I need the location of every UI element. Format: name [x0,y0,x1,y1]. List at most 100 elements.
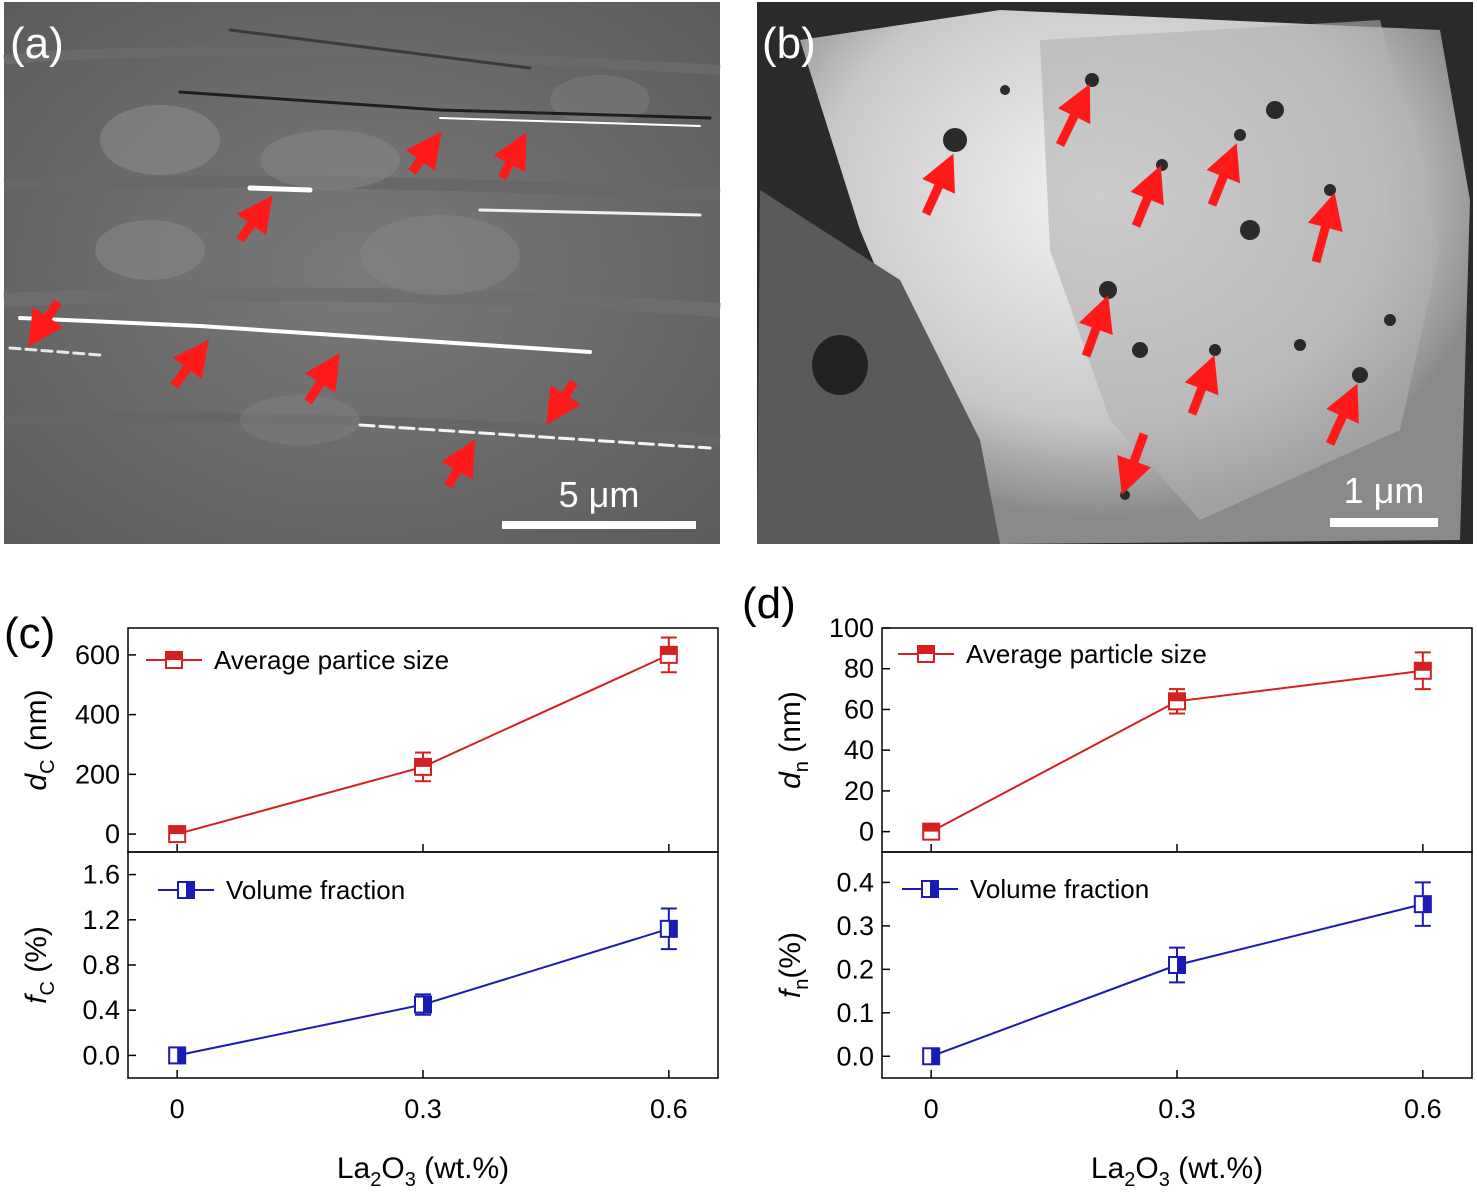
arrow-icon [170,339,209,389]
y-tick-label: 80 [844,654,874,684]
chart-c-bottom: 0.0 0.4 0.8 1.2 1.6 0 0.3 0.6 La2O3 (wt.%) fC (%)… [20,851,719,1191]
data-point-fill [423,996,431,1013]
panel-a-label: (a) [10,19,64,68]
data-point [414,995,432,1014]
scale-bar-b [1330,518,1438,527]
panel-b-label: (b) [762,19,816,68]
scale-bar-a [502,521,696,529]
y-tick-label: 1.2 [82,905,120,935]
tem-lower-left-grain [757,190,1000,544]
y-tick-label: 400 [75,700,120,730]
y-axis-title: dC (nm) [20,689,59,790]
arrow-icon [1130,165,1164,228]
y-tick-label: 20 [844,776,874,806]
x-tick-label: 0.6 [1404,1094,1442,1124]
legend-marker-fill [918,646,934,654]
arrow-icon [28,299,63,347]
legend-label: Average particle size [966,639,1207,669]
x-tick-label: 0.6 [650,1094,688,1124]
sem-cracks [8,28,712,450]
y-tick-label: 0.2 [836,954,874,984]
data-point-fill [169,826,186,835]
x-tick-label: 0 [170,1094,185,1124]
chart-c-top: 0 200 400 600 dC (nm) Average partice size [20,627,719,853]
legend-marker [177,881,195,899]
data-point [1413,661,1432,680]
y-tick-label: 60 [844,694,874,724]
data-point [922,1047,941,1066]
y-axis-title: fn(%) [774,932,813,998]
legend-label: Volume fraction [970,874,1149,904]
y-tick-label: 0.1 [836,998,874,1028]
legend-marker [921,880,939,898]
data-point-fill [931,1048,940,1065]
tem-arrows [921,83,1359,495]
y-tick-label: 200 [75,759,120,789]
arrow-icon [921,153,955,216]
data-point [1168,692,1186,711]
y-tick-label: 0.4 [82,995,120,1025]
data-point [1413,895,1432,914]
data-point-fill [1169,693,1185,702]
arrow-icon [236,195,273,243]
panel-a-micrograph: (a) 5 μm [3,2,721,544]
y-tick-label: 1.6 [82,860,120,890]
y-tick-label: 40 [844,735,874,765]
y-tick-label: 0.0 [836,1041,874,1071]
series-line [176,653,670,836]
data-point-fill [923,823,940,832]
data-point-fill [1422,896,1431,913]
data-point [659,919,678,938]
data-point [922,822,941,841]
legend: Volume fraction [158,875,405,905]
x-tick-label: 0.3 [404,1094,442,1124]
data-point [168,825,187,844]
x-axis-title: La2O3 (wt.%) [337,1152,509,1191]
legend-marker [165,651,183,669]
sem-arrows [28,131,581,489]
legend-label: Average partice size [214,645,449,675]
y-tick-label: 0 [105,819,120,849]
data-point-fill [177,1047,186,1064]
plot-frame [127,851,719,1079]
y-axis-title: fC (%) [20,926,59,1004]
y-tick-label: 100 [829,613,874,643]
y-tick-label: 600 [75,640,120,670]
legend-marker [917,645,935,663]
tem-particles [943,73,1396,500]
panel-b-micrograph: (b) 1 μm [757,2,1473,544]
series-line [176,927,670,1057]
panel-d-label: (d) [742,579,796,628]
chart-d-bottom: 0.0 0.1 0.2 0.3 0.4 0 0.3 0.6 La2O3 (wt.%) fn(%) V… [774,851,1473,1191]
arrow-icon [546,379,581,426]
y-tick-label: 0.8 [82,950,120,980]
tem-dark-blob [812,335,868,395]
x-tick-label: 0 [924,1094,939,1124]
legend-marker-fill [930,881,938,897]
y-tick-label: 0 [859,817,874,847]
legend-marker-fill [166,652,182,660]
data-point-fill [668,920,677,937]
arrow-icon [1117,432,1152,495]
data-point-fill [660,646,677,655]
arrow-icon [441,439,476,489]
x-axis-title: La2O3 (wt.%) [1091,1152,1263,1191]
legend-label: Volume fraction [226,875,405,905]
data-point [1168,956,1186,974]
arrow-icon [1078,295,1113,358]
arrow-icon [304,352,340,405]
legend: Volume fraction [902,874,1149,904]
arrow-icon [1184,355,1219,416]
chart-d-top: 0 20 40 60 80 100 dn (nm) Average particle size [774,613,1473,853]
x-tick-label: 0.3 [1158,1094,1196,1124]
y-tick-label: 0.3 [836,911,874,941]
arrow-icon [1325,383,1359,446]
arrow-icon [493,132,527,181]
arrow-icon [405,131,442,175]
sem-texture [3,47,721,445]
scale-bar-b-label: 1 μm [1344,470,1425,511]
panel-c-label: (c) [4,609,55,658]
scale-bar-a-label: 5 μm [559,474,640,515]
data-point-fill [1414,662,1431,671]
